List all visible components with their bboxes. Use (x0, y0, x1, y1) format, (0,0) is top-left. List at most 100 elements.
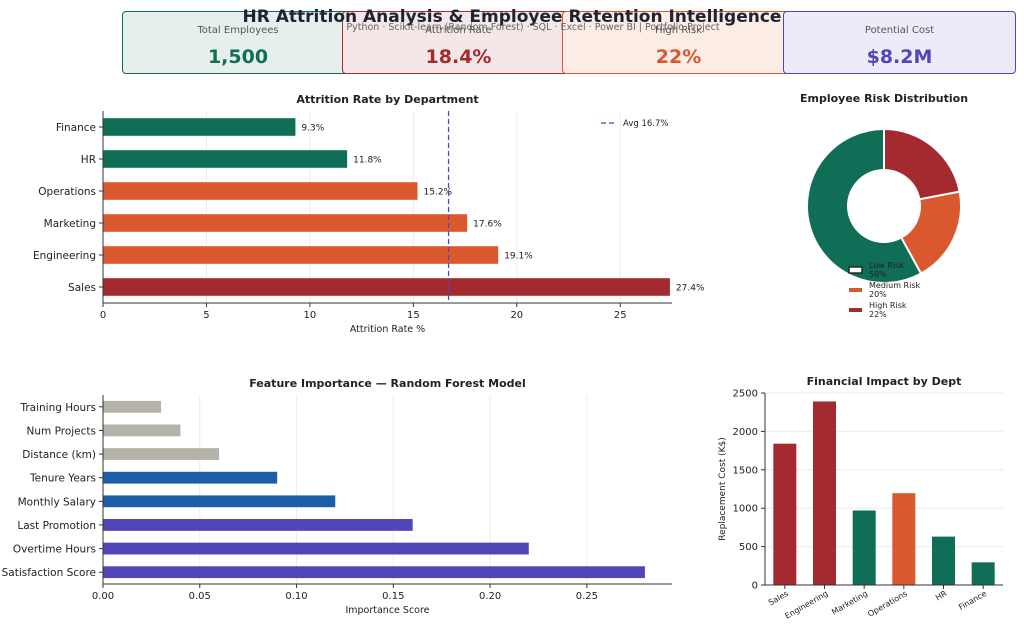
value-label: 19.1% (504, 252, 533, 262)
value-label: 11.8% (353, 156, 382, 166)
value-label: 9.3% (301, 124, 324, 134)
x-axis-label: Importance Score (345, 605, 429, 616)
value-label: 17.6% (473, 220, 502, 230)
legend-value: 20% (869, 290, 887, 299)
x-tick-label: 0 (100, 310, 106, 321)
bar (103, 182, 418, 200)
y-tick-label: 1500 (733, 465, 758, 476)
bar (971, 562, 995, 585)
category-label: Marketing (44, 218, 96, 230)
value-label: 27.4% (676, 284, 705, 294)
y-tick-label: 1000 (733, 504, 758, 515)
kpi-value: 22% (655, 46, 702, 68)
kpi-card-total-employees: Total Employees 1,500 (122, 11, 354, 74)
legend-swatch (849, 308, 862, 312)
bar (103, 542, 529, 555)
category-label: Finance (957, 589, 988, 612)
category-label: Distance (km) (22, 449, 96, 461)
bar (812, 401, 837, 585)
kpi-label: Potential Cost (864, 25, 935, 36)
bar (103, 214, 468, 232)
legend-label: High Risk (869, 301, 907, 310)
x-tick-label: 0.10 (285, 591, 307, 602)
value-label: 15.2% (424, 188, 453, 198)
kpi-label: High Risk (655, 25, 702, 36)
category-label: Marketing (830, 589, 869, 617)
kpi-card-high-risk: High Risk 22% (562, 11, 795, 74)
bar (931, 536, 956, 585)
category-label: Tenure Years (29, 473, 96, 485)
category-label: HR (81, 154, 96, 166)
x-tick-label: 0.25 (576, 591, 598, 602)
bar (103, 150, 348, 168)
category-label: Training Hours (19, 402, 96, 414)
category-label: Last Promotion (17, 520, 96, 532)
category-label: Engineering (33, 250, 96, 262)
bar (103, 424, 181, 437)
chart-title: Attrition Rate by Department (296, 93, 478, 106)
bar (103, 495, 336, 508)
legend-value: 58% (869, 270, 887, 279)
category-label: Operations (38, 186, 96, 198)
y-axis-label: Replacement Cost (K$) (718, 437, 728, 541)
bar (103, 278, 670, 296)
category-label: Finance (56, 122, 96, 134)
category-label: Overtime Hours (13, 544, 96, 556)
category-label: Operations (866, 589, 909, 619)
legend-label: Low Risk (869, 261, 904, 270)
bar (852, 510, 876, 585)
x-tick-label: 10 (304, 310, 317, 321)
y-tick-label: 2000 (733, 427, 758, 438)
bar (103, 400, 162, 413)
chart-title: Feature Importance — Random Forest Model (249, 377, 526, 390)
x-tick-label: 0.05 (189, 591, 211, 602)
kpi-value: $8.2M (866, 46, 933, 68)
x-tick-label: 0.00 (92, 591, 114, 602)
dashboard-subtitle: Python · Scikit-learn (Random Forest) · … (346, 22, 720, 33)
bar (892, 493, 916, 585)
donut-slice (806, 127, 923, 284)
category-label: Engineering (783, 589, 829, 621)
category-label: HR (934, 589, 949, 603)
x-tick-label: 25 (614, 310, 627, 321)
kpi-card-attrition-rate: Attrition Rate 18.4% (342, 11, 575, 74)
bar (103, 246, 499, 264)
x-tick-label: 15 (407, 310, 420, 321)
x-axis-label: Attrition Rate % (350, 324, 425, 335)
x-tick-label: 5 (203, 310, 209, 321)
dashboard-title: HR Attrition Analysis & Employee Retenti… (242, 7, 782, 27)
y-tick-label: 2500 (733, 389, 758, 400)
kpi-value: 1,500 (207, 46, 269, 68)
x-tick-label: 20 (510, 310, 523, 321)
chart-title: Employee Risk Distribution (800, 92, 968, 105)
legend-label: Avg 16.7% (623, 119, 668, 129)
donut-slice (883, 127, 961, 201)
legend-swatch (848, 266, 863, 274)
category-label: Monthly Salary (18, 496, 96, 508)
kpi-label: Total Employees (197, 25, 279, 36)
bar (103, 519, 413, 531)
bar (103, 118, 296, 136)
bar (103, 566, 645, 579)
category-label: Satisfaction Score (2, 567, 96, 579)
kpi-card-potential-cost: Potential Cost $8.2M (783, 11, 1016, 74)
x-tick-label: 0.15 (382, 591, 404, 602)
bar (103, 471, 278, 484)
y-tick-label: 500 (739, 542, 758, 553)
kpi-value: 18.4% (425, 46, 492, 68)
chart-title: Financial Impact by Dept (807, 375, 962, 388)
legend-value: 22% (869, 310, 887, 319)
y-tick-label: 0 (752, 581, 758, 592)
kpi-label: Attrition Rate (425, 25, 492, 36)
category-label: Num Projects (27, 425, 96, 437)
bar (103, 448, 220, 460)
bar (773, 443, 797, 585)
category-label: Sales (68, 282, 96, 294)
x-tick-label: 0.20 (479, 591, 501, 602)
legend-swatch (849, 288, 862, 292)
category-label: Sales (767, 589, 790, 607)
